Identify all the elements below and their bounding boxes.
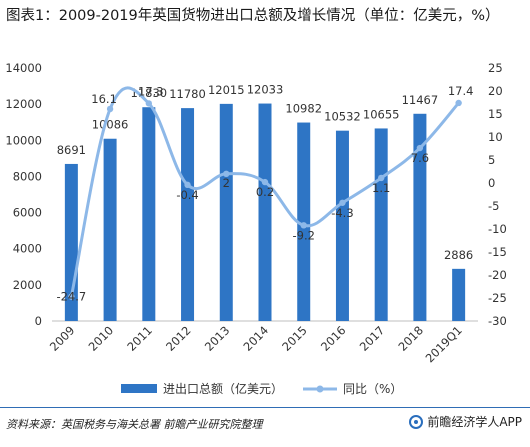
y-left-tick-label: 14000 bbox=[5, 61, 42, 75]
x-tick-label: 2017 bbox=[357, 323, 388, 354]
line-point bbox=[145, 100, 153, 107]
chart-title: 图表1：2009-2019年英国货物进出口总额及增长情况（单位：亿美元，%） bbox=[6, 8, 500, 24]
line-point bbox=[223, 170, 230, 177]
bar-value-label: 12033 bbox=[247, 83, 284, 97]
line-point bbox=[416, 144, 424, 152]
legend-bar-swatch bbox=[121, 384, 157, 393]
line-point bbox=[377, 174, 385, 182]
y-right-tick-label: -25 bbox=[488, 291, 507, 305]
bar bbox=[103, 138, 117, 321]
bar-value-label: 12015 bbox=[208, 83, 245, 97]
legend-line-marker bbox=[316, 385, 324, 393]
line-labels: -24.7 16.1 17.3 -0.4 2 0.2 -9.2 -4.3 1.1 7.6 17.4 bbox=[56, 84, 473, 304]
brand-logo-icon bbox=[409, 414, 424, 429]
y-right-tick-label: 0 bbox=[488, 176, 495, 190]
y-right-tick-label: 5 bbox=[488, 153, 495, 167]
y-left-tick-label: 4000 bbox=[13, 242, 42, 256]
y-left-tick-label: 10000 bbox=[5, 133, 42, 147]
y-right-tick-label: -15 bbox=[488, 245, 507, 259]
line-value-label: 16.1 bbox=[91, 92, 117, 106]
bar-value-label: 10655 bbox=[363, 107, 400, 121]
line-point bbox=[68, 293, 75, 300]
x-tick-label: 2012 bbox=[163, 323, 194, 354]
y-left-tick-label: 2000 bbox=[13, 278, 42, 292]
x-tick-label: 2018 bbox=[395, 323, 426, 354]
source-note: 资料来源：英国税务与海关总署 前瞻产业研究院整理 bbox=[6, 418, 263, 431]
y-right-tick-label: 20 bbox=[488, 84, 503, 98]
brand: 前瞻经济学人APP bbox=[409, 413, 522, 430]
line-point bbox=[455, 99, 462, 107]
y-left-tick-label: 6000 bbox=[13, 206, 42, 220]
y-left-tick-label: 8000 bbox=[13, 169, 42, 183]
bar bbox=[219, 103, 233, 321]
x-tick-labels: 2009 2010 2011 2012 2013 2014 2015 2016 2017 2018… bbox=[47, 323, 465, 365]
bar-value-label: 10532 bbox=[324, 110, 361, 124]
y-right-tick-label: 15 bbox=[488, 107, 503, 121]
brand-text: 前瞻经济学人APP bbox=[427, 415, 522, 429]
y-right-tick-label: 25 bbox=[488, 61, 503, 75]
line-value-label: 1.1 bbox=[372, 181, 390, 195]
bar bbox=[452, 268, 466, 321]
legend: 进出口总额（亿美元） 同比（%） bbox=[121, 381, 402, 396]
bar-value-label: 2886 bbox=[444, 248, 473, 262]
bar bbox=[258, 103, 272, 321]
growth-line bbox=[69, 86, 461, 299]
y-left-tick-label: 12000 bbox=[5, 97, 42, 111]
x-tick-label: 2010 bbox=[86, 323, 117, 354]
bar-value-label: 10982 bbox=[285, 102, 322, 116]
line-value-label: 17.4 bbox=[448, 84, 474, 98]
line-point bbox=[106, 105, 114, 113]
x-tick-label: 2019Q1 bbox=[423, 323, 465, 365]
line-series bbox=[68, 86, 462, 300]
line-value-label: 7.6 bbox=[411, 151, 429, 165]
line-value-label: 0.2 bbox=[256, 185, 274, 199]
bar-value-label: 11830 bbox=[131, 86, 168, 100]
y-right-tick-label: -10 bbox=[488, 222, 507, 236]
line-point bbox=[261, 178, 269, 186]
bar bbox=[374, 128, 388, 321]
line-point bbox=[339, 199, 346, 206]
legend-bar-label: 进出口总额（亿美元） bbox=[163, 381, 283, 396]
x-tick-label: 2011 bbox=[124, 323, 155, 354]
bar-value-label: 11780 bbox=[169, 87, 206, 101]
line-value-label: -0.4 bbox=[176, 188, 198, 202]
bar bbox=[181, 108, 195, 322]
y-right-tick-label: -20 bbox=[488, 268, 507, 282]
footer-divider bbox=[0, 407, 530, 408]
bar bbox=[413, 113, 427, 321]
bar bbox=[142, 107, 156, 321]
x-tick-label: 2014 bbox=[241, 323, 272, 354]
y-left-tick-label: 0 bbox=[35, 314, 42, 328]
bar-value-label: 8691 bbox=[57, 143, 86, 157]
bar bbox=[335, 130, 349, 321]
x-tick-label: 2009 bbox=[47, 323, 78, 354]
bar bbox=[297, 122, 311, 321]
y-right-tick-label: -30 bbox=[488, 314, 507, 328]
y-right-tick-label: 10 bbox=[488, 130, 503, 144]
legend-line-label: 同比（%） bbox=[343, 382, 402, 396]
line-point bbox=[300, 222, 307, 229]
line-value-label: 2 bbox=[223, 176, 230, 190]
x-tick-label: 2015 bbox=[279, 323, 310, 354]
line-point bbox=[184, 181, 191, 189]
y-right-tick-label: -5 bbox=[488, 199, 499, 213]
bar-value-label: 10086 bbox=[92, 118, 129, 132]
line-value-label: -9.2 bbox=[293, 228, 315, 242]
line-value-label: 17.3 bbox=[138, 84, 164, 98]
line-value-label: -24.7 bbox=[56, 290, 86, 304]
line-value-label: -4.3 bbox=[331, 206, 353, 220]
x-tick-label: 2013 bbox=[202, 323, 233, 354]
x-tick-label: 2016 bbox=[318, 323, 349, 354]
bar-value-label: 11467 bbox=[402, 93, 439, 107]
bar-series bbox=[64, 103, 466, 322]
